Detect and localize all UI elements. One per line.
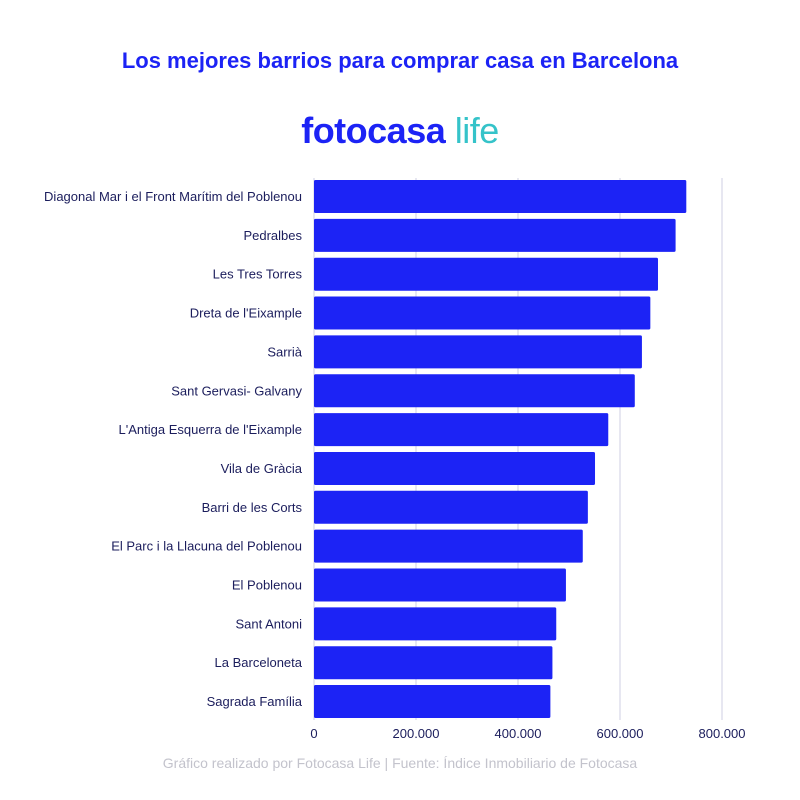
category-label: Sarrià <box>267 344 302 359</box>
category-label: Barri de les Corts <box>202 500 303 515</box>
x-tick-label: 400.000 <box>495 726 542 741</box>
logo-brand: fotocasa <box>301 110 446 151</box>
category-label: Pedralbes <box>243 228 302 243</box>
bar <box>314 568 566 602</box>
category-label: Les Tres Torres <box>213 267 303 282</box>
category-label: Sant Gervasi- Galvany <box>171 383 302 398</box>
category-label: Dreta de l'Eixample <box>190 306 302 321</box>
category-label: Vila de Gràcia <box>221 461 303 476</box>
bar <box>314 296 651 330</box>
x-tick-label: 600.000 <box>597 726 644 741</box>
category-label: El Poblenou <box>232 578 302 593</box>
bar <box>314 490 588 524</box>
source-footer: Gráfico realizado por Fotocasa Life | Fu… <box>162 755 638 771</box>
x-tick-label: 200.000 <box>393 726 440 741</box>
fotocasa-life-logo: fotocasa life <box>0 110 800 152</box>
x-axis-ticks: 0 200.000 400.000 600.000 800.000 <box>310 726 745 741</box>
bar <box>314 374 635 408</box>
bar <box>314 607 557 641</box>
category-label: Diagonal Mar i el Front Marítim del Pobl… <box>44 189 302 204</box>
category-label: La Barceloneta <box>215 655 303 670</box>
bar <box>314 218 676 252</box>
x-tick-label: 800.000 <box>699 726 746 741</box>
x-tick-label: 0 <box>310 726 317 741</box>
bar <box>314 685 551 719</box>
category-label: Sagrada Família <box>207 694 303 709</box>
category-label: El Parc i la Llacuna del Poblenou <box>111 539 302 554</box>
bar <box>314 257 658 291</box>
category-label: L'Antiga Esquerra de l'Eixample <box>119 422 302 437</box>
bars <box>314 180 687 719</box>
chart-title: Los mejores barrios para comprar casa en… <box>121 48 679 73</box>
bar <box>314 413 609 447</box>
logo-suffix: life <box>454 110 500 151</box>
category-labels: Diagonal Mar i el Front Marítim del Pobl… <box>44 189 303 709</box>
bar <box>314 529 583 563</box>
bar <box>314 451 596 485</box>
bar <box>314 646 553 680</box>
bar <box>314 335 642 369</box>
bar <box>314 180 687 213</box>
category-label: Sant Antoni <box>236 616 303 631</box>
